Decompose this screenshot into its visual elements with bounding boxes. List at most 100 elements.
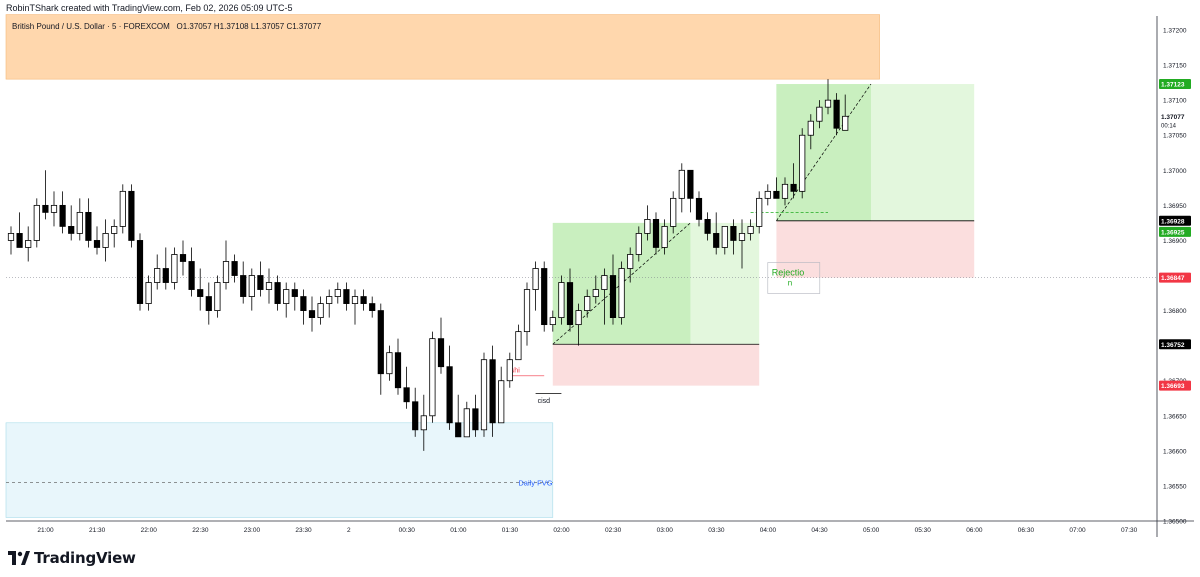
candle-body: [154, 268, 161, 283]
long2-path: [776, 83, 872, 222]
long1-stop-zone: [552, 344, 760, 386]
x-tick-label: 03:30: [708, 527, 725, 534]
tradingview-brand[interactable]: TradingView: [8, 548, 136, 568]
candle-body: [523, 289, 531, 333]
tradingview-logo-icon: [8, 551, 30, 565]
rejection-label: Rejectio: [772, 268, 805, 278]
x-tick-label: 02:00: [553, 527, 570, 534]
price-label-bg: [1159, 339, 1191, 350]
candle-body: [687, 169, 694, 199]
candle-body: [618, 268, 625, 318]
candle-body: [446, 366, 453, 424]
candle-body: [33, 204, 40, 241]
price-label-bg: [1159, 380, 1191, 391]
candle-body: [274, 282, 281, 304]
candle-body: [627, 254, 634, 269]
candle-body: [257, 275, 264, 290]
candle-body: [111, 226, 118, 234]
candle-body: [188, 261, 195, 290]
candle-body: [635, 233, 642, 255]
candle-body: [842, 115, 849, 131]
candle-body: [85, 211, 92, 241]
supply-zone: [5, 14, 880, 80]
candle-body: [541, 268, 548, 326]
x-tick-label: 04:00: [760, 527, 777, 534]
y-tick-label: 1.36800: [1163, 308, 1187, 315]
cisd-label: cisd: [538, 398, 551, 405]
y-tick-label: 1.37000: [1163, 168, 1187, 175]
candle-body: [403, 387, 410, 403]
candle-body: [360, 296, 367, 304]
y-tick-label: 1.36500: [1163, 519, 1187, 526]
candle-body: [145, 282, 152, 304]
candle-body: [584, 296, 591, 311]
y-tick-label: 1.36650: [1163, 413, 1187, 420]
candle-body: [171, 254, 178, 283]
candle-body: [412, 401, 419, 431]
shift-label: shi: [511, 367, 520, 374]
candle-body: [704, 219, 711, 234]
price-label: 1.36925: [1161, 229, 1185, 236]
candle-body: [326, 296, 333, 304]
candle-body: [429, 338, 436, 417]
ohlc-o: 1.37057: [182, 22, 212, 31]
price-label: 1.36847: [1161, 275, 1185, 282]
x-tick-label: 05:00: [863, 527, 880, 534]
fvg-zone: [5, 422, 554, 518]
candle-body: [102, 233, 109, 248]
candle-body: [773, 190, 780, 199]
candle-body: [76, 211, 83, 234]
x-tick-label: 03:00: [657, 527, 674, 534]
candle-body: [334, 289, 341, 297]
price-label-bg: [1159, 226, 1191, 237]
candle-body: [833, 99, 840, 129]
x-tick-label: 06:00: [966, 527, 983, 534]
candle-body: [437, 338, 445, 368]
price-label: 1.37123: [1161, 82, 1185, 89]
candle-body: [781, 183, 789, 199]
x-tick-label: 04:30: [811, 527, 828, 534]
y-tick-label: 1.36600: [1163, 448, 1187, 455]
candle-body: [265, 282, 273, 290]
candle-body: [644, 219, 651, 234]
candle-body: [455, 422, 462, 438]
y-tick-label: 1.37050: [1163, 133, 1187, 140]
price-label-bg: [1159, 272, 1191, 283]
candle-body: [222, 261, 230, 283]
y-tick-label: 1.37200: [1163, 28, 1187, 35]
candle-body: [592, 289, 599, 297]
candle-body: [386, 352, 393, 375]
candle-body: [317, 303, 324, 318]
symbol-name: British Pound / U.S. Dollar · 5 · FOREXC…: [12, 22, 170, 31]
price-label-bg: [1159, 111, 1191, 122]
price-label-bg: [1159, 79, 1191, 90]
candle-body: [369, 303, 376, 311]
candle-body: [93, 240, 101, 248]
x-tick-label: 02:30: [605, 527, 622, 534]
candle-body: [480, 359, 488, 431]
candle-body: [601, 275, 608, 290]
candle-body: [231, 261, 238, 276]
price-axis-bg: [1157, 16, 1194, 521]
candle-body: [609, 275, 617, 318]
candle-body: [678, 169, 685, 199]
rejection-label-2: n: [788, 279, 792, 288]
candle-body: [747, 226, 754, 234]
candle-body: [472, 408, 479, 431]
candle-body: [300, 296, 307, 311]
candle-body: [498, 380, 505, 424]
ohlc-o-label: O: [176, 22, 183, 31]
x-tick-label: 01:30: [502, 527, 519, 534]
top-credit-bar: RobinTShark created with TradingView.com…: [0, 0, 1200, 16]
ohlc-h: 1.37108: [219, 22, 249, 31]
candle-body: [756, 197, 763, 227]
candle-body: [214, 282, 221, 311]
price-label: 1.36693: [1161, 383, 1185, 390]
x-tick-label: 23:00: [244, 527, 261, 534]
candle-body: [661, 226, 668, 248]
x-tick-label: 07:00: [1069, 527, 1086, 534]
y-tick-label: 1.36550: [1163, 483, 1187, 490]
candle-body: [463, 408, 470, 438]
symbol-legend: British Pound / U.S. Dollar · 5 · FOREXC…: [12, 22, 321, 31]
